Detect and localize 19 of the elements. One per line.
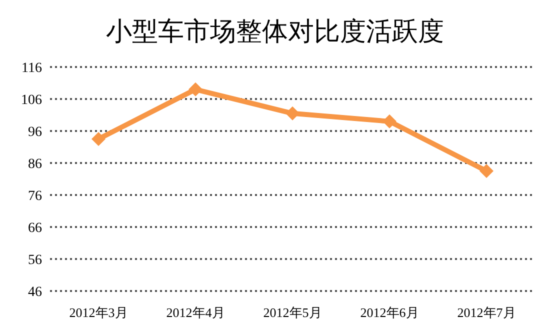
y-tick-label: 46 <box>28 285 42 300</box>
x-tick-label: 2012年3月 <box>69 305 128 320</box>
y-tick-label: 66 <box>28 221 42 236</box>
x-tick-label: 2012年7月 <box>457 305 516 320</box>
y-tick-label: 116 <box>22 61 42 76</box>
point <box>382 114 396 128</box>
point <box>92 132 106 146</box>
y-tick-label: 106 <box>21 93 42 108</box>
x-tick-label: 2012年6月 <box>360 305 419 320</box>
point <box>480 164 494 178</box>
y-tick-label: 86 <box>28 157 42 172</box>
x-tick-label: 2012年5月 <box>263 305 322 320</box>
point <box>188 82 202 96</box>
x-tick-label: 2012年4月 <box>166 305 225 320</box>
y-tick-label: 76 <box>28 189 42 204</box>
point <box>286 106 300 120</box>
chart-title: 小型车市场整体对比度活跃度 <box>106 16 444 46</box>
y-tick-label: 96 <box>28 125 42 140</box>
y-tick-label: 56 <box>28 253 42 268</box>
